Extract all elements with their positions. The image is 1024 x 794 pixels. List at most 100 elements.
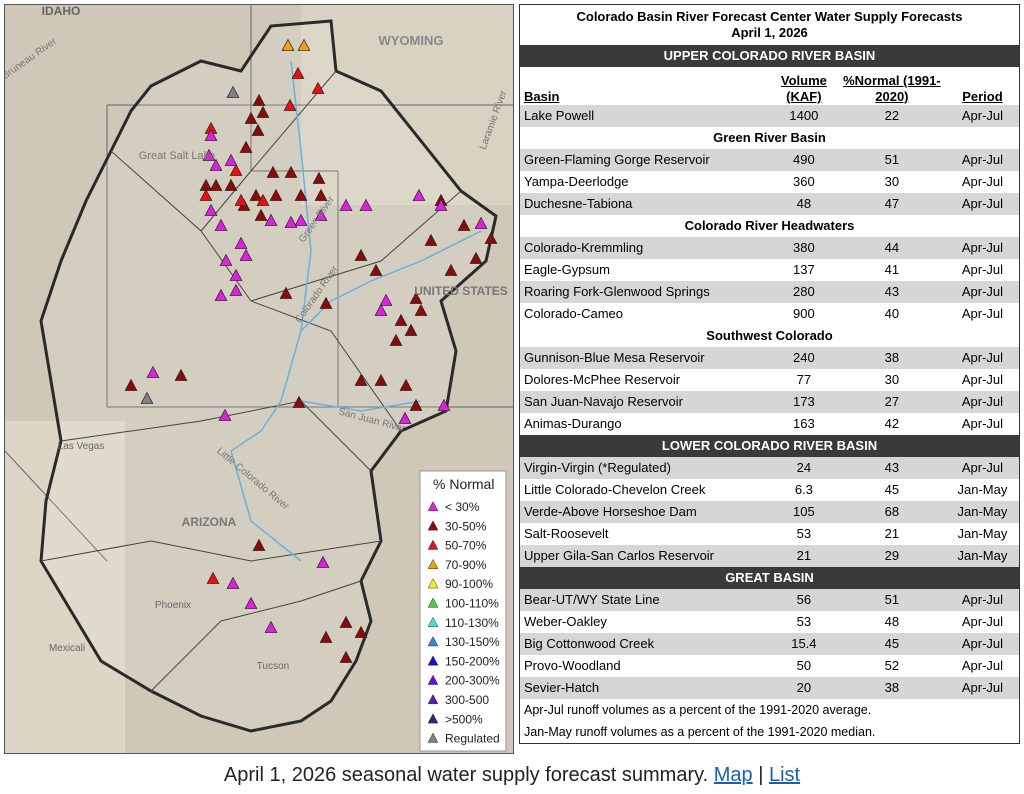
percent-normal: 48 [884,614,900,629]
data-row: Yampa-Deerlodge 360 30 Apr-Jul [520,171,1020,193]
site-marker [316,555,330,568]
site-marker [469,251,483,264]
period: Jan-May [957,482,1008,497]
volume: 50 [796,658,812,673]
terrain [5,421,125,753]
site-marker [319,296,333,309]
volume: 490 [793,152,815,167]
basin: Virgin-Virgin (*Regulated) [524,460,671,475]
period: Jan-May [957,526,1008,541]
caption-text: April 1, 2026 seasonal water supply fore… [223,764,709,786]
site-marker [369,263,383,276]
basin: Weber-Oakley [524,614,607,629]
period: Apr-Jul [961,394,1004,409]
volume: 1400 [789,108,819,123]
period: Apr-Jul [961,372,1004,387]
site-marker [437,398,451,411]
data-row: Little Colorado-Chevelon Creek 6.3 45 Jan-M… [520,479,1020,501]
legend-box [419,470,507,752]
volume: 53 [796,526,812,541]
group-heading: Southwest Colorado [706,328,833,343]
site-marker [394,313,408,326]
group-heading: Colorado River Headwaters [684,218,855,233]
percent-normal: 30 [884,174,900,189]
data-row: Colorado-Kremmling 380 44 Apr-Jul [519,237,1020,259]
site-marker [319,630,333,643]
percent-normal: 51 [884,152,900,167]
volume: 900 [793,306,815,321]
legend-label: >500% [445,712,483,726]
place-label: Las Vegas [58,441,105,452]
volume: 15.4 [791,636,817,651]
site-marker [359,198,373,211]
site-marker [218,408,232,421]
legend-swatch [427,500,439,512]
caption: April 1, 2026 seasonal water supply fore… [0,764,1024,787]
legend-label: 70-90% [445,558,487,572]
site-marker [146,365,160,378]
region-heading: LOWER COLORADO RIVER BASIN [519,435,1020,457]
site-marker [254,208,268,221]
percent-normal: 29 [884,548,900,563]
site-marker [398,411,412,424]
note-row: Jan-May runoff volumes as a percent of t… [520,721,1020,744]
site-marker [244,596,258,609]
volume: 48 [796,196,812,211]
period: Apr-Jul [961,350,1004,365]
data-row: Sevier-Hatch 20 38 Apr-Jul [519,677,1020,699]
site-marker [234,193,248,206]
basin-outline [39,19,498,733]
basin: Colorado-Kremmling [524,240,644,255]
site-marker [314,208,328,221]
column-header: Period [962,89,1003,104]
separator: | [758,764,764,786]
legend-swatch [427,713,439,724]
site-marker [354,248,368,261]
data-row: San Juan-Navajo Reservoir 173 27 Apr-Jul [519,391,1020,413]
data-row: Roaring Fork-Glenwood Springs 280 43 Apr-Ju… [519,281,1020,303]
data-row: Upper Gila-San Carlos Reservoir 21 29 Jan-M… [519,545,1020,567]
legend-swatch [427,597,439,608]
basin: Duchesne-Tabiona [524,196,633,211]
region-row: UPPER COLORADO RIVER BASIN [519,45,1020,67]
site-marker [214,288,228,301]
data-row: Dolores-McPhee Reservoir 77 30 Apr-Jul [520,369,1020,391]
place-label: Great Salt Lake [139,150,215,162]
sub-basins [40,70,462,692]
legend-swatch [427,616,439,627]
site-marker [339,615,353,628]
site-marker [444,263,458,276]
rivers [230,60,482,562]
site-marker [204,203,218,216]
region-row: LOWER COLORADO RIVER BASIN [519,435,1020,457]
site-marker [239,140,253,153]
site-marker [374,303,388,316]
site-marker [457,218,471,231]
percent-normal: 42 [884,416,900,431]
data-row: Big Cottonwood Creek 15.4 45 Apr-Jul [519,633,1020,655]
site-marker [379,293,393,306]
site-marker [339,650,353,663]
legend-title: % Normal [433,476,494,492]
percent-normal: 51 [884,592,900,607]
data-row: Eagle-Gypsum 137 41 Apr-Jul [520,259,1020,281]
title-text: Colorado Basin River Forecast Center Wat… [576,9,963,24]
percent-normal: 44 [884,240,900,255]
legend-label: 90-100% [445,577,493,591]
site-marker [474,216,488,229]
column-header: %Normal (1991-2020) [843,73,941,104]
legend-swatch [427,539,439,550]
volume: 105 [793,504,815,519]
period: Apr-Jul [961,680,1004,695]
map-link[interactable]: Map [713,764,753,786]
place-label: Mexicali [49,643,85,654]
site-marker [279,286,293,299]
period: Apr-Jul [961,262,1004,277]
site-marker [124,378,138,391]
site-marker [409,398,423,411]
list-link[interactable]: List [768,764,801,786]
site-marker [229,268,243,281]
volume: 77 [796,372,812,387]
volume: 24 [796,460,812,475]
basin: Upper Gila-San Carlos Reservoir [524,548,715,563]
